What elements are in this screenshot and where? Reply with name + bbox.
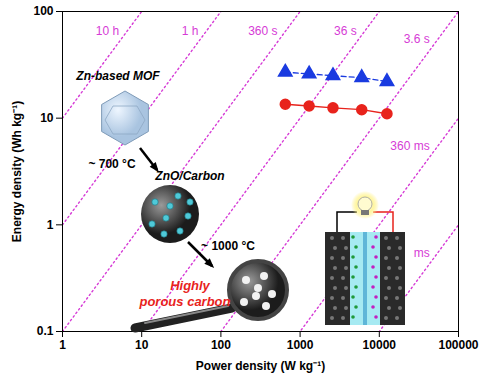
svg-text:360 ms: 360 ms [390,139,429,153]
svg-text:0.1: 0.1 [37,324,54,338]
svg-text:1000: 1000 [287,338,314,352]
svg-text:Highly: Highly [170,278,210,293]
svg-text:Power density (W kg⁻¹): Power density (W kg⁻¹) [196,359,325,373]
svg-text:Zn-based MOF: Zn-based MOF [75,69,160,83]
svg-text:ZnO/Carbon: ZnO/Carbon [154,169,224,183]
svg-text:10000: 10000 [363,338,397,352]
svg-text:360 s: 360 s [248,24,277,38]
svg-text:1: 1 [59,338,66,352]
svg-text:100: 100 [33,4,53,18]
svg-text:100000: 100000 [438,338,478,352]
svg-text:porous carbon: porous carbon [138,294,230,309]
svg-text:3.6 s: 3.6 s [404,32,430,46]
svg-text:36 s: 36 s [334,24,357,38]
svg-text:1 h: 1 h [182,24,199,38]
svg-text:10: 10 [135,338,149,352]
svg-text:~ 1000 °C: ~ 1000 °C [201,239,255,253]
svg-text:Energy density (Wh kg⁻¹): Energy density (Wh kg⁻¹) [10,101,24,242]
svg-text:100: 100 [211,338,231,352]
svg-text:1: 1 [47,218,54,232]
svg-text:ms: ms [414,246,430,260]
svg-text:10 h: 10 h [96,24,119,38]
svg-text:10: 10 [40,111,54,125]
svg-text:~ 700 °C: ~ 700 °C [88,157,135,171]
